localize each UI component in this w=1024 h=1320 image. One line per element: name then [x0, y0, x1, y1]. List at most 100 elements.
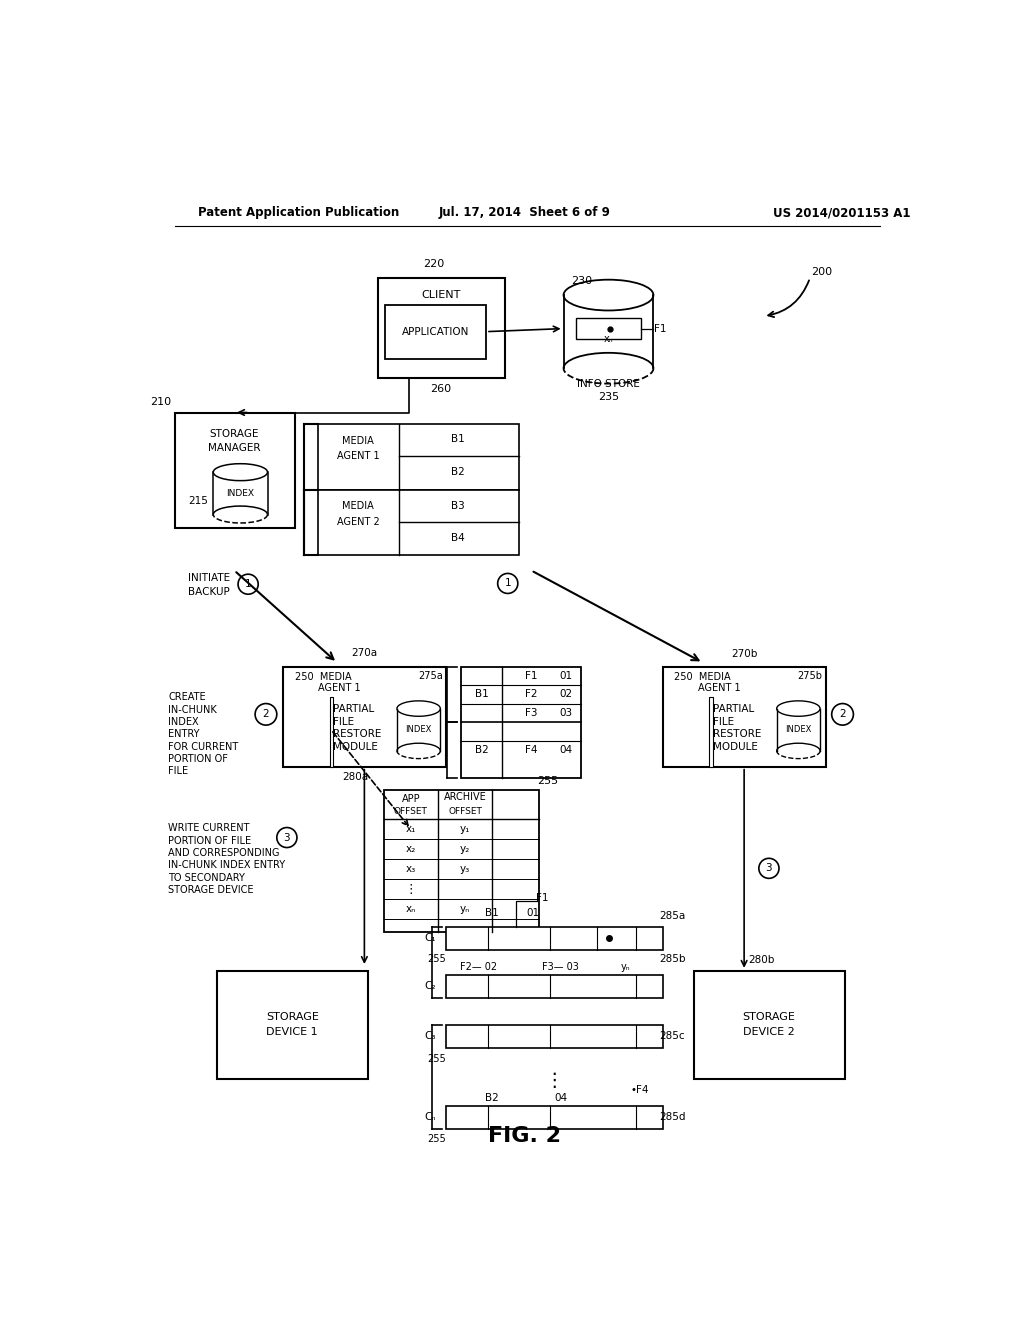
Text: •F4: •F4 [630, 1085, 649, 1096]
Text: PARTIAL: PARTIAL [713, 704, 755, 714]
Text: MODULE: MODULE [713, 742, 758, 752]
Text: B2: B2 [451, 467, 464, 477]
Text: 285b: 285b [658, 954, 685, 964]
Text: 1: 1 [505, 578, 511, 589]
Text: ENTRY: ENTRY [168, 730, 200, 739]
Text: 01: 01 [559, 671, 572, 681]
Text: PORTION OF FILE: PORTION OF FILE [168, 836, 252, 846]
Text: 255: 255 [427, 954, 445, 964]
Bar [317, 424, 519, 490]
Text: x₂: x₂ [406, 843, 416, 854]
Text: MODULE: MODULE [334, 742, 378, 752]
Text: FOR CURRENT: FOR CURRENT [168, 742, 239, 751]
Text: 200: 200 [811, 268, 833, 277]
Text: B3: B3 [451, 500, 464, 511]
Text: OFFSET: OFFSET [449, 807, 482, 816]
Text: 3: 3 [284, 833, 290, 842]
Text: 280a: 280a [342, 772, 369, 783]
Text: INDEX: INDEX [785, 725, 812, 734]
Text: C₂: C₂ [425, 981, 436, 991]
Text: OFFSET: OFFSET [394, 807, 428, 816]
Bar [174, 412, 295, 528]
Text: FILE: FILE [334, 717, 354, 727]
Text: STORAGE: STORAGE [266, 1012, 318, 1022]
Text: IN-CHUNK INDEX ENTRY: IN-CHUNK INDEX ENTRY [168, 861, 286, 870]
Bar [563, 296, 653, 368]
Bar [378, 277, 506, 378]
Text: FILE: FILE [713, 717, 734, 727]
Text: 3: 3 [766, 863, 772, 874]
Text: ARCHIVE: ARCHIVE [443, 792, 486, 803]
Text: MEDIA: MEDIA [342, 436, 374, 446]
Text: 255: 255 [538, 776, 559, 785]
Text: 215: 215 [187, 496, 208, 506]
Text: 285c: 285c [659, 1031, 685, 1041]
Text: STORAGE DEVICE: STORAGE DEVICE [168, 884, 254, 895]
Text: yₙ: yₙ [460, 904, 470, 915]
Bar [693, 970, 845, 1078]
Text: 04: 04 [554, 1093, 567, 1102]
Bar [461, 667, 582, 779]
Text: INFO STORE: INFO STORE [578, 379, 640, 388]
Text: 275b: 275b [798, 671, 822, 681]
Text: F1: F1 [654, 323, 667, 334]
Bar [445, 1024, 663, 1048]
Bar [317, 490, 519, 554]
Text: US 2014/0201153 A1: US 2014/0201153 A1 [773, 206, 910, 219]
Bar [385, 305, 486, 359]
Text: F3— 03: F3— 03 [542, 962, 579, 972]
Text: TO SECONDARY: TO SECONDARY [168, 873, 245, 883]
Text: 255: 255 [427, 1055, 445, 1064]
Bar [445, 927, 663, 950]
Text: 270b: 270b [731, 648, 758, 659]
Text: B2: B2 [485, 1093, 499, 1102]
Text: 250  MEDIA: 250 MEDIA [295, 672, 351, 682]
Text: 03: 03 [559, 708, 572, 718]
Text: y₁: y₁ [460, 824, 470, 834]
Text: F2— 02: F2— 02 [460, 962, 497, 972]
Text: ⋮: ⋮ [404, 883, 417, 896]
Text: x₁: x₁ [406, 824, 416, 834]
Text: BACKUP: BACKUP [188, 587, 230, 597]
Text: STORAGE: STORAGE [210, 429, 259, 440]
Text: DEVICE 1: DEVICE 1 [266, 1027, 318, 1038]
Text: WRITE CURRENT: WRITE CURRENT [168, 824, 250, 833]
Text: CREATE: CREATE [168, 693, 206, 702]
Text: F3: F3 [524, 708, 538, 718]
Text: AGENT 2: AGENT 2 [337, 517, 380, 527]
Text: 210: 210 [150, 397, 171, 407]
Text: ⋮: ⋮ [545, 1071, 564, 1089]
Text: 250  MEDIA: 250 MEDIA [675, 672, 731, 682]
Text: F4: F4 [524, 744, 538, 755]
Text: MANAGER: MANAGER [208, 444, 260, 453]
Text: MEDIA: MEDIA [342, 502, 374, 511]
Text: F1: F1 [524, 671, 538, 681]
Text: AGENT 1: AGENT 1 [317, 684, 360, 693]
Bar [330, 697, 334, 767]
Bar [397, 709, 440, 751]
Bar [710, 697, 713, 767]
Text: 285a: 285a [658, 911, 685, 921]
Bar [217, 970, 369, 1078]
Text: AGENT 1: AGENT 1 [697, 684, 740, 693]
Text: 220: 220 [423, 259, 444, 269]
Text: 2: 2 [840, 709, 846, 719]
Bar [213, 473, 267, 515]
Text: 04: 04 [559, 744, 572, 755]
Text: xₙ: xₙ [604, 334, 613, 345]
Bar [384, 789, 539, 932]
Text: y₃: y₃ [460, 865, 470, 874]
Bar [445, 1106, 663, 1129]
Text: INITIATE: INITIATE [188, 573, 230, 583]
Text: yₙ: yₙ [621, 962, 631, 972]
Text: PORTION OF: PORTION OF [168, 754, 228, 764]
Text: Jul. 17, 2014  Sheet 6 of 9: Jul. 17, 2014 Sheet 6 of 9 [439, 206, 610, 219]
Text: PARTIAL: PARTIAL [334, 704, 375, 714]
Text: 1: 1 [245, 579, 252, 589]
Text: 280b: 280b [748, 954, 774, 965]
Text: DEVICE 2: DEVICE 2 [743, 1027, 795, 1038]
Text: F2: F2 [524, 689, 538, 700]
Bar [663, 667, 825, 767]
Text: RESTORE: RESTORE [334, 730, 382, 739]
Text: Patent Application Publication: Patent Application Publication [198, 206, 399, 219]
